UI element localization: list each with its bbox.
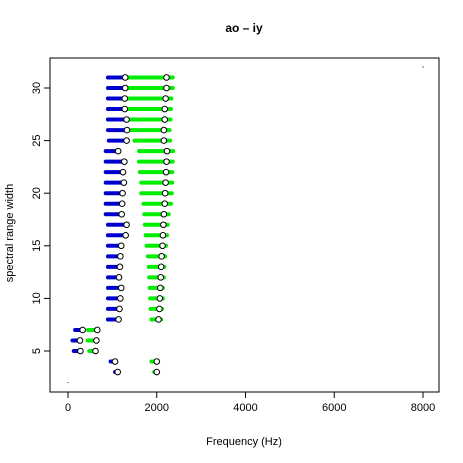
- data-point: [121, 95, 129, 102]
- data-point: [160, 221, 167, 229]
- data-point: [111, 358, 119, 365]
- data-point: [93, 337, 100, 344]
- data-point: [117, 242, 125, 250]
- plot-frame: [49, 57, 440, 393]
- data-point: [163, 84, 170, 92]
- data-point: [121, 158, 128, 165]
- data-point: [121, 105, 129, 113]
- data-point: [157, 284, 164, 292]
- x-tick-label: 2000: [145, 402, 169, 414]
- data-point: [79, 326, 86, 334]
- data-point: [122, 231, 129, 239]
- data-point: [121, 84, 129, 92]
- data-point: [159, 231, 167, 239]
- data-point: [163, 74, 170, 81]
- data-point: [92, 347, 99, 355]
- y-tick-label: 25: [31, 134, 43, 146]
- data-point: [161, 200, 169, 208]
- data-point: [161, 116, 169, 123]
- data-point: [157, 274, 165, 281]
- y-tick-label: 15: [31, 240, 43, 252]
- stray-mark: [67, 381, 69, 384]
- data-point: [156, 305, 163, 313]
- data-point: [118, 210, 125, 218]
- data-point: [116, 263, 124, 271]
- data-point: [115, 316, 122, 323]
- y-tick-label: 5: [31, 348, 43, 354]
- marker-layer: [67, 66, 424, 384]
- data-point: [114, 368, 121, 376]
- data-point: [163, 158, 170, 165]
- data-point: [76, 337, 84, 344]
- data-point: [123, 137, 130, 144]
- data-point: [162, 179, 169, 186]
- stray-mark: [422, 66, 424, 68]
- data-point: [119, 189, 126, 197]
- y-tick-label: 30: [31, 82, 43, 94]
- data-point: [155, 316, 162, 323]
- x-axis: 0 2000 4000 6000 8000: [65, 392, 435, 414]
- x-tick-label: 8000: [411, 402, 435, 414]
- x-tick-label: 6000: [322, 402, 346, 414]
- y-tick-label: 20: [31, 187, 43, 199]
- data-point: [160, 137, 168, 144]
- data-point: [161, 105, 169, 113]
- data-point: [114, 147, 122, 155]
- data-point: [123, 221, 130, 229]
- data-point: [93, 326, 101, 334]
- data-point: [123, 126, 131, 134]
- y-axis-title: spectral range width: [4, 184, 16, 282]
- data-point: [123, 116, 130, 123]
- data-point: [163, 147, 171, 155]
- x-tick-label: 4000: [233, 402, 257, 414]
- x-axis-title: Frequency (Hz): [206, 436, 282, 448]
- data-point: [117, 284, 125, 292]
- data-point: [162, 168, 170, 176]
- y-tick-label: 10: [31, 292, 43, 304]
- data-point: [161, 189, 169, 197]
- data-point: [156, 295, 164, 302]
- data-point: [117, 253, 124, 260]
- data-point: [153, 358, 161, 365]
- segment-layer: [70, 75, 176, 375]
- data-point: [162, 95, 169, 102]
- data-point: [160, 210, 168, 218]
- data-point: [115, 274, 123, 281]
- x-tick-label: 0: [65, 402, 71, 414]
- data-point: [119, 168, 127, 176]
- data-point: [157, 263, 165, 271]
- y-axis: 5 10 15 20 25 30: [31, 82, 50, 354]
- data-point: [158, 253, 165, 260]
- data-point: [121, 74, 129, 81]
- data-point: [159, 242, 166, 250]
- chart-title: ao – iy: [225, 21, 263, 35]
- data-point: [116, 305, 123, 313]
- data-point: [77, 347, 84, 355]
- data-point: [153, 368, 161, 376]
- data-point: [118, 200, 126, 208]
- data-point: [120, 179, 128, 186]
- data-point: [160, 126, 168, 134]
- data-point: [117, 295, 124, 302]
